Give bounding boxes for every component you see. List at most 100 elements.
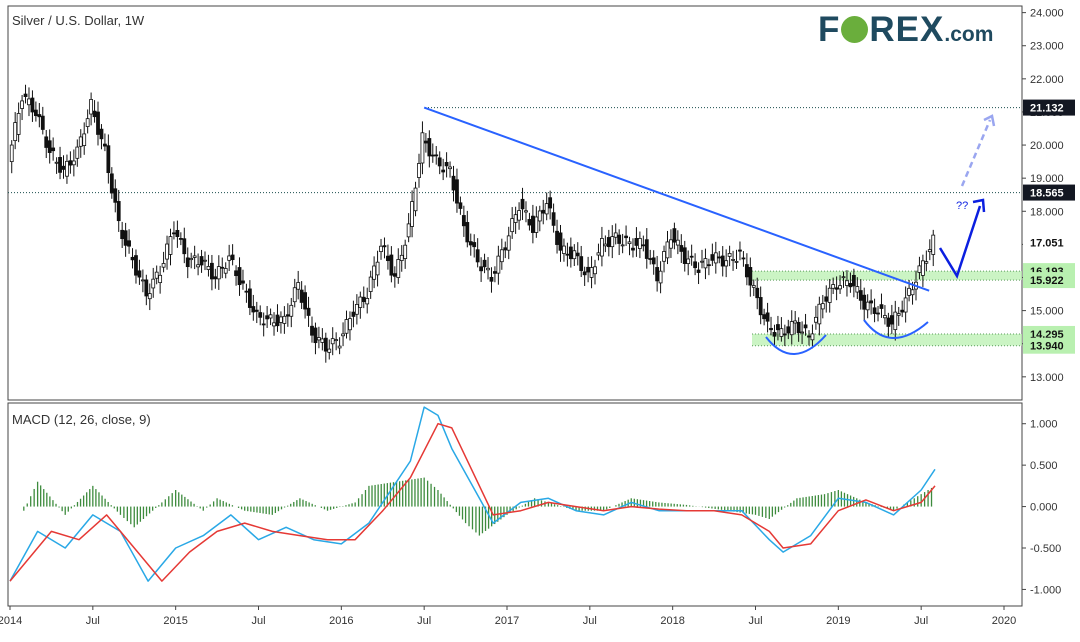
candle-body — [455, 179, 459, 204]
candle-body — [613, 232, 618, 238]
candle-body — [489, 276, 494, 282]
candle-body — [461, 215, 466, 227]
candle-body — [910, 289, 915, 296]
candle-body — [213, 276, 218, 280]
candle-body — [210, 262, 214, 280]
candle-body — [458, 202, 463, 209]
candle-body — [468, 241, 473, 246]
candle-body — [606, 237, 611, 248]
price-label-box — [1023, 337, 1075, 354]
candle-body — [161, 263, 166, 268]
candle-body — [47, 140, 52, 153]
question-annotation: ?? — [956, 200, 968, 212]
candle-body — [234, 270, 238, 277]
candle-body — [130, 256, 135, 261]
candle-body — [779, 328, 784, 337]
candle-body — [134, 255, 138, 276]
candle-body — [285, 314, 290, 317]
candle-body — [713, 252, 718, 264]
candle-body — [237, 267, 242, 286]
forex-logo: F REX.com — [818, 10, 994, 49]
candle-body — [51, 147, 56, 152]
candle-body — [348, 318, 352, 331]
candle-body — [292, 287, 297, 303]
candle-body — [579, 256, 584, 271]
candle-body — [700, 260, 704, 263]
candle-body — [289, 304, 294, 317]
candle-body — [662, 251, 666, 262]
candle-body — [499, 249, 504, 263]
candle-body — [441, 169, 446, 173]
candle-body — [848, 283, 853, 288]
rounded-bottom-arc — [765, 334, 827, 355]
candle-body — [375, 261, 380, 276]
x-tick-label: Jul — [251, 615, 265, 627]
candle-body — [696, 269, 701, 273]
candle-body — [786, 326, 791, 334]
y-tick-label: 22.000 — [1030, 74, 1064, 86]
candle-body — [172, 232, 176, 235]
price-label-box — [1023, 184, 1075, 201]
candle-body — [648, 258, 653, 260]
candle-body — [123, 230, 128, 246]
candle-body — [227, 255, 232, 261]
candle-body — [420, 132, 425, 164]
candle-body — [869, 300, 874, 304]
chart-title: Silver / U.S. Dollar, 1W — [12, 13, 145, 28]
x-tick-label: Jul — [914, 615, 928, 627]
candle-body — [724, 260, 729, 267]
candle-body — [165, 243, 169, 260]
candle-body — [154, 271, 159, 279]
candle-body — [268, 314, 273, 319]
candle-body — [658, 270, 663, 284]
candle-body — [593, 266, 597, 275]
candle-body — [731, 258, 735, 261]
candle-body — [410, 201, 414, 227]
candle-body — [127, 240, 131, 247]
candle-body — [68, 160, 73, 166]
candle-body — [807, 335, 811, 338]
candle-body — [555, 230, 559, 245]
signal-line — [9, 422, 936, 582]
candle-body — [776, 324, 780, 331]
candle-body — [827, 287, 832, 303]
candle-body — [20, 100, 24, 109]
macd-y-tick-label: -0.500 — [1030, 543, 1061, 555]
candle-body — [886, 317, 891, 327]
candle-body — [665, 241, 670, 259]
candle-body — [61, 165, 66, 170]
candle-body — [755, 287, 760, 299]
candle-body — [513, 214, 518, 223]
candle-body — [903, 297, 908, 313]
candle-body — [824, 296, 829, 302]
logo-circle-icon — [841, 16, 869, 43]
candle-body — [738, 249, 742, 252]
arrow-head-icon — [983, 114, 996, 127]
candle-body — [379, 245, 383, 253]
candle-body — [323, 337, 328, 352]
rounded-bottom-arc — [863, 319, 929, 339]
candle-body — [251, 306, 256, 313]
candle-body — [527, 219, 532, 226]
candle-body — [54, 161, 59, 164]
candle-body — [651, 257, 656, 265]
candle-body — [641, 244, 646, 247]
candle-body — [741, 257, 746, 260]
candle-body — [644, 239, 649, 259]
macd-line — [9, 406, 936, 582]
candle-body — [78, 136, 83, 147]
macd-pane-frame — [7, 402, 1023, 607]
candle-body — [789, 321, 794, 336]
candle-body — [562, 245, 566, 254]
candle-body — [475, 249, 480, 263]
price-label-box — [1023, 234, 1075, 251]
candle-body — [610, 236, 615, 248]
candle-body — [758, 297, 763, 316]
candle-body — [444, 162, 449, 167]
candle-body — [541, 209, 546, 214]
candle-body — [151, 278, 156, 289]
x-tick-label: Jul — [583, 615, 597, 627]
candle-body — [600, 238, 604, 257]
candle-body — [337, 345, 342, 349]
candle-body — [37, 114, 42, 118]
